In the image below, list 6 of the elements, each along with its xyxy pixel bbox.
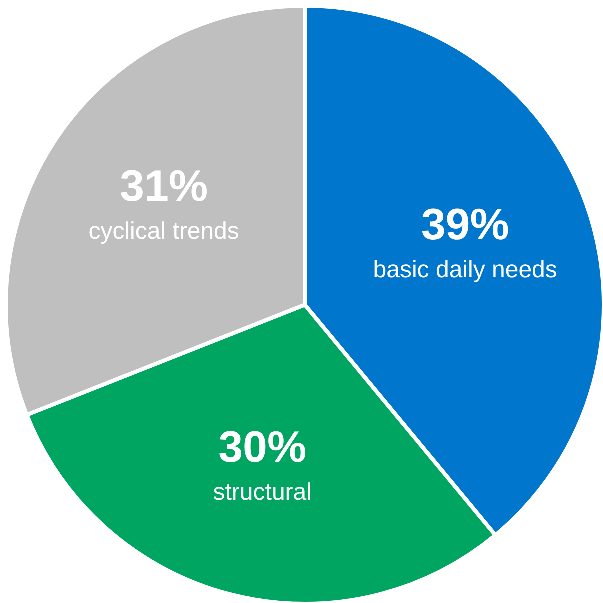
data-label: 30% — [218, 423, 307, 472]
slice-label: cyclical trends — [88, 218, 240, 246]
slice-label: structural — [213, 479, 312, 506]
data-label: 39% — [421, 200, 510, 250]
data-label: 31% — [120, 162, 208, 212]
slice-label: basic daily needs — [373, 256, 558, 284]
